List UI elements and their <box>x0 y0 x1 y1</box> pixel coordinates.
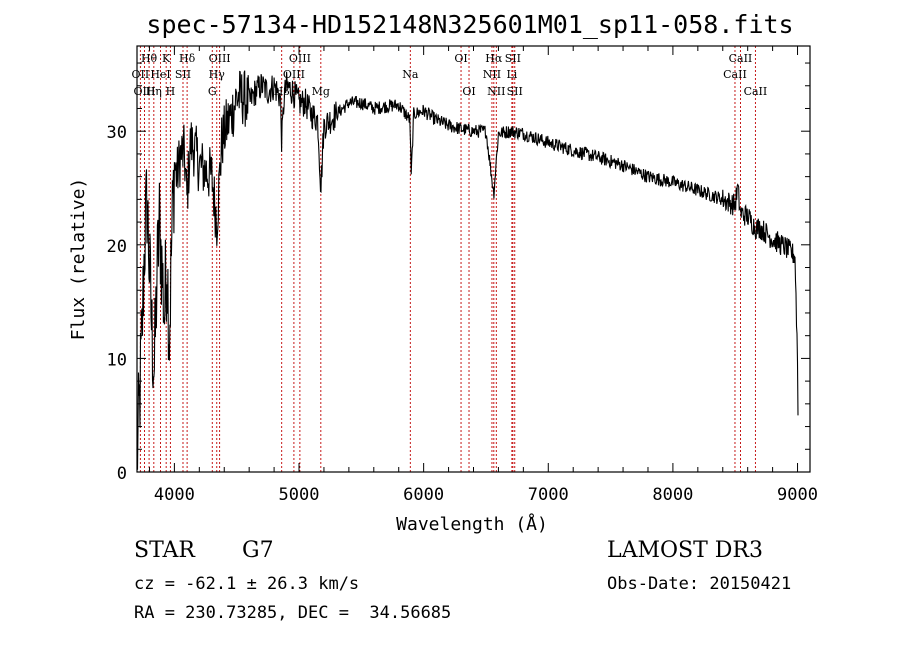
line-marker-label: OIII <box>283 68 305 81</box>
line-marker-label: SII <box>507 85 523 98</box>
line-marker-label: Na <box>402 68 419 81</box>
line-marker-label: CaII <box>723 68 747 81</box>
object-subclass: G7 <box>242 538 274 563</box>
line-marker-label: Hθ <box>141 52 158 65</box>
plot-frame <box>136 45 811 473</box>
line-marker-label: Li <box>506 68 517 81</box>
line-marker-label: H <box>166 85 176 98</box>
line-marker-label: Mg <box>312 85 330 98</box>
x-tick-label: 9000 <box>777 485 818 505</box>
x-tick-label: 8000 <box>652 485 693 505</box>
line-marker-label: CaII <box>744 85 768 98</box>
line-marker-label: OIII <box>133 85 155 98</box>
line-marker-label: OIII <box>289 52 311 65</box>
y-tick-label: 30 <box>107 123 127 143</box>
line-marker-label: OI <box>462 85 475 98</box>
line-marker-label: NII <box>483 68 501 81</box>
y-axis: 0 10 20 30 <box>107 62 810 484</box>
x-tick-label: 6000 <box>403 485 444 505</box>
observation-date: Obs-Date: 20150421 <box>607 574 792 594</box>
x-tick-label: 5000 <box>279 485 320 505</box>
line-marker-label: Hη <box>146 85 162 98</box>
line-marker-label: Hγ <box>209 68 226 81</box>
line-marker-label: OIII <box>209 52 231 65</box>
spectrum-chart: spec-57134-HD152148N325601M01_sp11-058.f… <box>68 10 818 535</box>
object-class: STAR <box>134 538 195 563</box>
x-axis: 4000 5000 6000 7000 8000 9000 <box>148 46 818 505</box>
y-axis-label: Flux (relative) <box>68 178 89 341</box>
line-marker-label: SII <box>505 52 521 65</box>
line-marker-label: Hα <box>485 52 503 65</box>
survey-name: LAMOST DR3 <box>607 538 763 563</box>
y-tick-label: 0 <box>117 464 127 484</box>
line-marker-label: OII <box>132 68 150 81</box>
line-marker-label: CaII <box>729 52 753 65</box>
x-tick-label: 4000 <box>154 485 195 505</box>
chart-title: spec-57134-HD152148N325601M01_sp11-058.f… <box>146 10 793 39</box>
line-marker-label: SII <box>175 68 191 81</box>
line-marker-label: G <box>208 85 217 98</box>
x-tick-label: 7000 <box>528 485 569 505</box>
line-marker-label: Hδ <box>179 52 196 65</box>
coordinates: RA = 230.73285, DEC = 34.56685 <box>134 603 452 623</box>
y-tick-label: 20 <box>107 237 127 257</box>
spectrum-line <box>136 70 799 470</box>
line-marker-label: K <box>162 52 171 65</box>
redshift-cz: cz = -62.1 ± 26.3 km/s <box>134 574 360 594</box>
line-marker-label: NII <box>487 85 505 98</box>
x-axis-label: Wavelength (Å) <box>396 513 548 535</box>
y-tick-label: 10 <box>107 350 127 370</box>
line-marker-label: HeI <box>150 68 170 81</box>
line-marker-label: OI <box>454 52 467 65</box>
